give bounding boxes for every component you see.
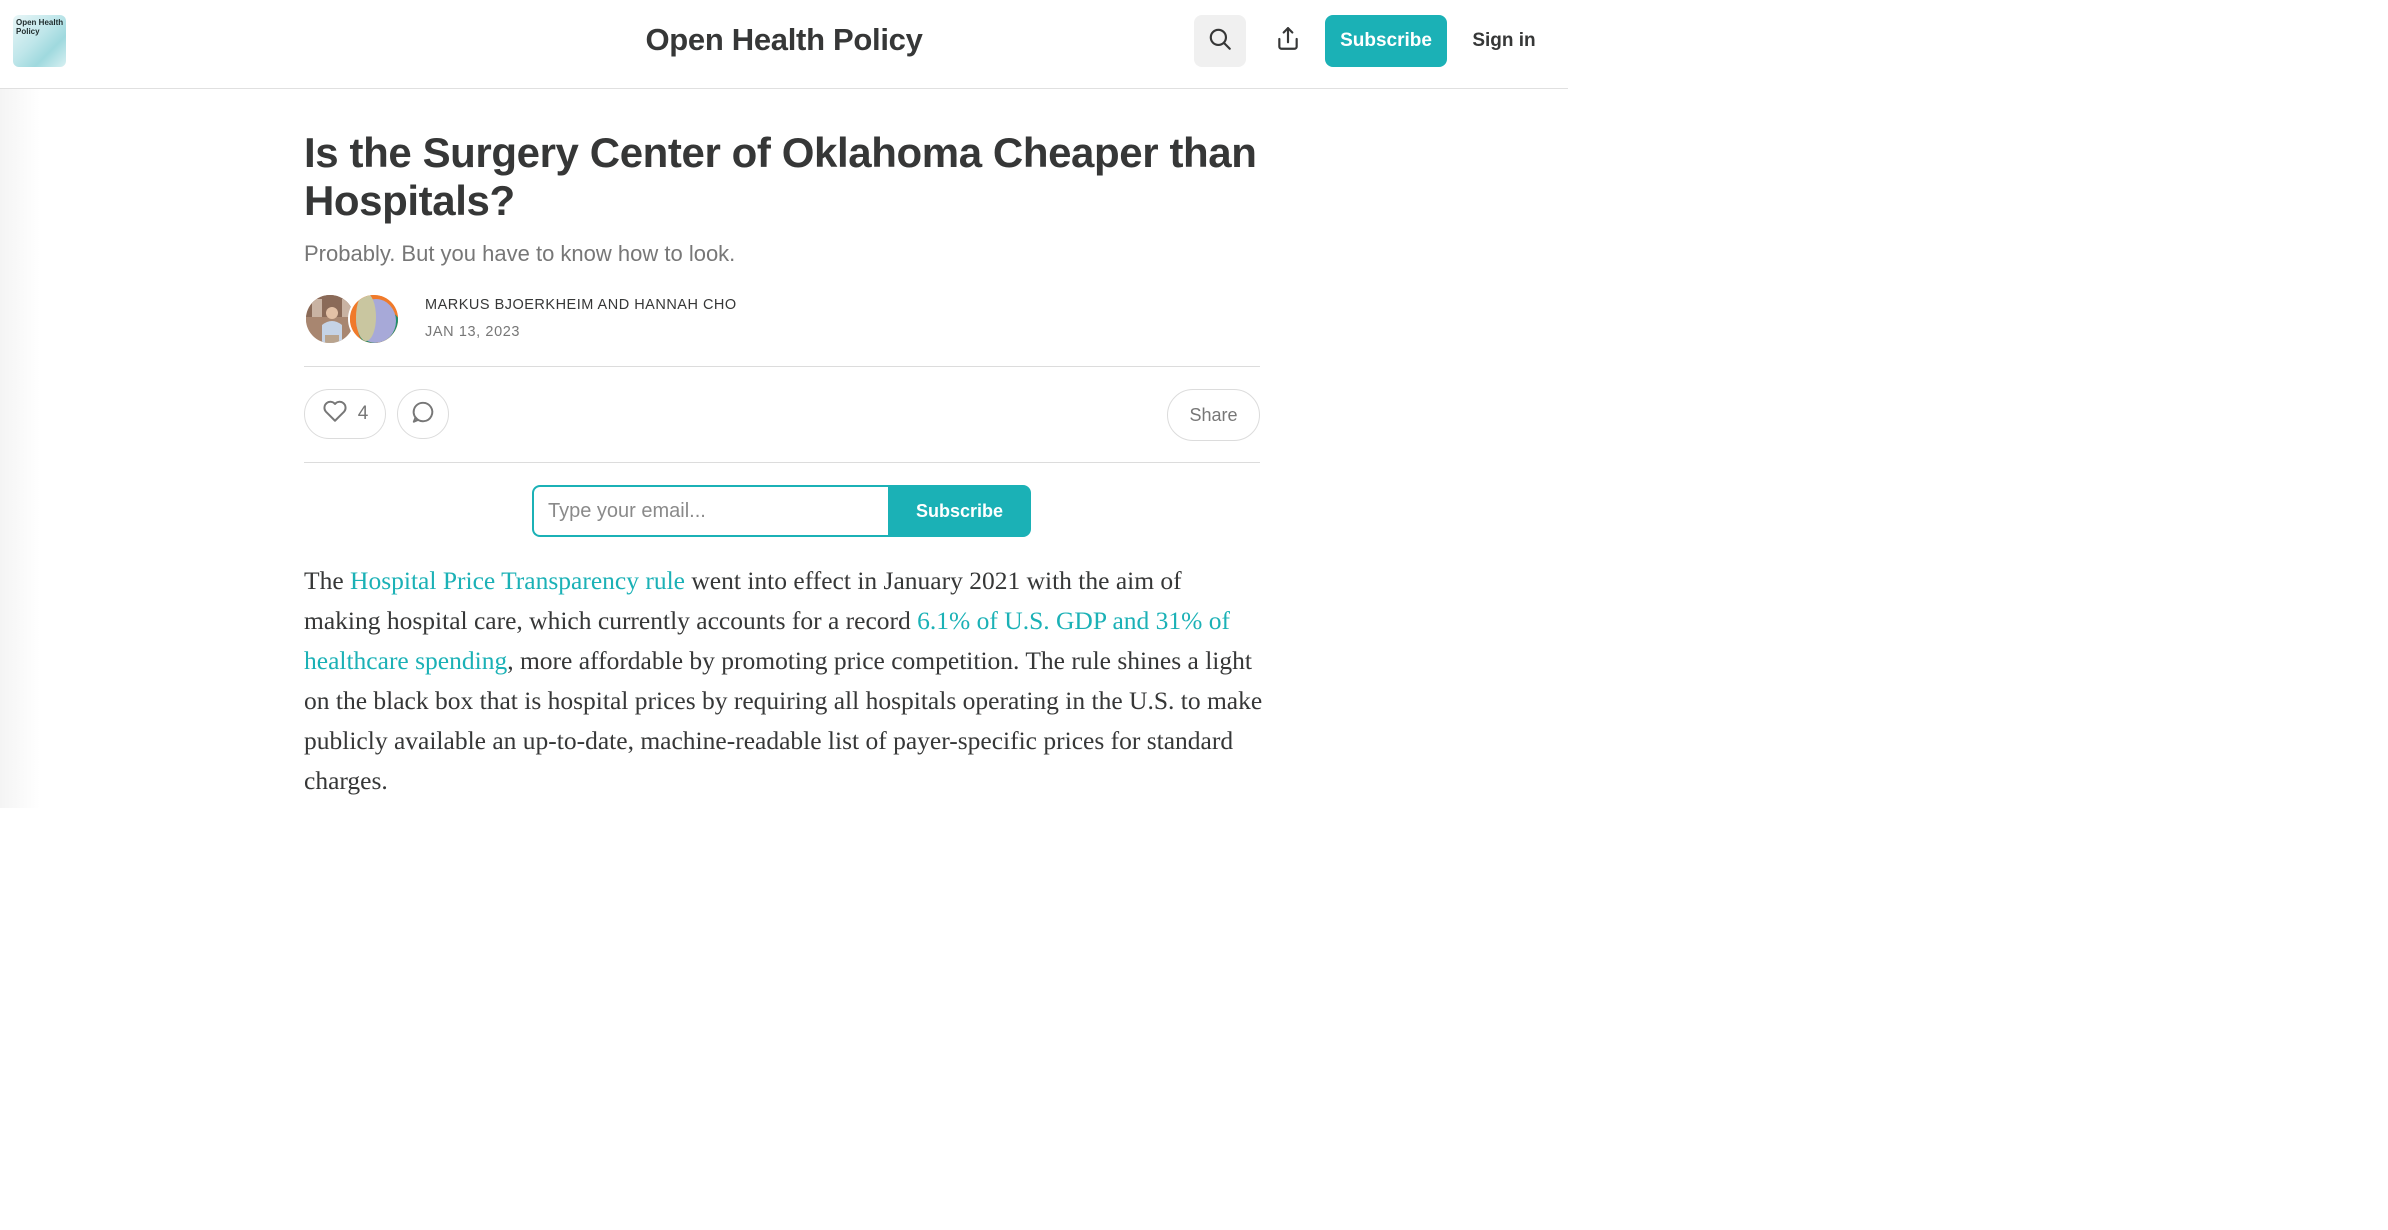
share-publication-button[interactable] — [1262, 15, 1314, 67]
share-post-button[interactable]: Share — [1167, 389, 1260, 441]
paragraph-text: went into effect in January 2021 with th… — [304, 566, 1182, 635]
logo-text: Open Health Policy — [16, 18, 64, 36]
divider — [304, 462, 1260, 463]
gdp-spending-link[interactable]: 6.1% of U.S. GDP and 31% of healthcare s… — [304, 606, 1230, 675]
publication-logo[interactable]: Open Health Policy — [13, 15, 66, 67]
email-input[interactable] — [532, 485, 890, 537]
like-count: 4 — [357, 403, 369, 424]
comment-icon — [410, 399, 436, 430]
publication-title[interactable]: Open Health Policy — [645, 22, 923, 57]
author-avatar-hannah[interactable] — [348, 293, 400, 345]
post-title: Is the Surgery Center of Oklahoma Cheape… — [304, 129, 1257, 224]
subscribe-form-button[interactable]: Subscribe — [888, 485, 1031, 537]
top-bar: Open Health Policy Open Health Policy Su… — [0, 0, 1568, 89]
page-edge-shade — [0, 89, 40, 808]
article-paragraph: The Hospital Price Transparency rule wen… — [304, 561, 1264, 801]
search-icon — [1207, 26, 1233, 57]
subscribe-button[interactable]: Subscribe — [1325, 15, 1447, 67]
paragraph-text: The — [304, 566, 351, 595]
hospital-price-transparency-link[interactable]: Hospital Price Transparency rule — [350, 566, 686, 595]
post-date: JAN 13, 2023 — [425, 324, 521, 340]
like-button[interactable]: 4 — [304, 389, 386, 439]
sign-in-link[interactable]: Sign in — [1472, 30, 1536, 51]
divider — [304, 366, 1260, 367]
author-byline[interactable]: MARKUS BJOERKHEIM AND HANNAH CHO — [425, 297, 737, 313]
author-avatar-markus[interactable] — [304, 293, 356, 345]
paragraph-text: , more affordable by promoting price com… — [304, 646, 1263, 795]
comment-button[interactable] — [397, 389, 449, 439]
search-button[interactable] — [1194, 15, 1246, 67]
post-subtitle: Probably. But you have to know how to lo… — [304, 241, 736, 266]
heart-icon — [322, 399, 348, 429]
subscribe-form: Subscribe — [532, 485, 1032, 537]
share-icon — [1275, 26, 1301, 57]
